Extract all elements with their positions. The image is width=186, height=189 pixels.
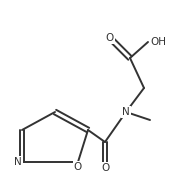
Text: N: N (122, 107, 130, 117)
Text: O: O (101, 163, 109, 173)
Text: O: O (106, 33, 114, 43)
Text: O: O (74, 162, 82, 172)
Text: N: N (14, 157, 22, 167)
Text: OH: OH (150, 37, 166, 47)
